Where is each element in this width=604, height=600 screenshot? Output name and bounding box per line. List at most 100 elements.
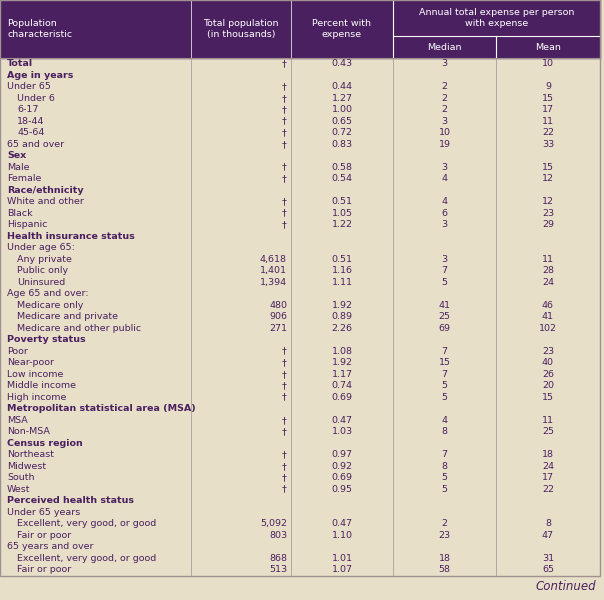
Bar <box>0 553 600 564</box>
Text: 0.72: 0.72 <box>332 128 353 137</box>
Text: †: † <box>282 473 287 482</box>
Text: 8: 8 <box>545 519 551 528</box>
Text: Uninsured: Uninsured <box>17 278 65 287</box>
Bar <box>0 426 600 437</box>
Text: 26: 26 <box>542 370 554 379</box>
Text: 0.69: 0.69 <box>332 473 353 482</box>
Text: 1.22: 1.22 <box>332 220 353 229</box>
Text: 25: 25 <box>439 312 451 321</box>
Text: †: † <box>282 128 287 137</box>
Bar <box>0 58 600 70</box>
Bar <box>0 541 600 553</box>
Text: Census region: Census region <box>7 439 83 448</box>
Bar <box>0 104 600 115</box>
Text: †: † <box>282 163 287 172</box>
Text: 3: 3 <box>442 255 448 264</box>
Text: 5: 5 <box>442 473 448 482</box>
Text: Median: Median <box>427 43 461 52</box>
Text: Percent with
expense: Percent with expense <box>312 19 371 38</box>
Text: †: † <box>282 450 287 459</box>
Text: 1.03: 1.03 <box>332 427 353 436</box>
Text: Any private: Any private <box>17 255 72 264</box>
Bar <box>0 368 600 380</box>
Text: 24: 24 <box>542 278 554 287</box>
Text: 2: 2 <box>442 105 448 114</box>
Bar <box>0 161 600 173</box>
Text: 11: 11 <box>542 255 554 264</box>
Text: 2: 2 <box>442 519 448 528</box>
Text: 18-44: 18-44 <box>17 117 44 126</box>
Text: 0.43: 0.43 <box>332 59 353 68</box>
Text: 31: 31 <box>542 554 554 563</box>
Text: 0.44: 0.44 <box>332 82 353 91</box>
Text: 25: 25 <box>542 427 554 436</box>
Text: †: † <box>282 393 287 402</box>
Text: Hispanic: Hispanic <box>7 220 47 229</box>
Text: 6-17: 6-17 <box>17 105 39 114</box>
Text: 0.47: 0.47 <box>332 519 353 528</box>
Text: 1.92: 1.92 <box>332 358 353 367</box>
Text: Mean: Mean <box>535 43 561 52</box>
Text: Excellent, very good, or good: Excellent, very good, or good <box>17 519 156 528</box>
Text: 1.11: 1.11 <box>332 278 353 287</box>
Text: 1.00: 1.00 <box>332 105 353 114</box>
Text: Male: Male <box>7 163 30 172</box>
Text: †: † <box>282 381 287 390</box>
Text: Total population
(in thousands): Total population (in thousands) <box>204 19 279 38</box>
Text: 22: 22 <box>542 128 554 137</box>
Text: †: † <box>282 174 287 183</box>
Text: †: † <box>282 462 287 471</box>
Text: 1.92: 1.92 <box>332 301 353 310</box>
Text: Medicare and private: Medicare and private <box>17 312 118 321</box>
Text: 3: 3 <box>442 220 448 229</box>
Text: 69: 69 <box>439 324 451 333</box>
Text: 23: 23 <box>542 347 554 356</box>
Bar <box>0 403 600 415</box>
Text: 15: 15 <box>542 393 554 402</box>
Bar <box>0 288 600 299</box>
Text: 12: 12 <box>542 197 554 206</box>
Text: West: West <box>7 485 30 494</box>
Text: Total: Total <box>7 59 33 68</box>
Text: 0.89: 0.89 <box>332 312 353 321</box>
Text: 480: 480 <box>269 301 287 310</box>
Text: 4,618: 4,618 <box>260 255 287 264</box>
Text: 0.83: 0.83 <box>332 140 353 149</box>
Text: 1.08: 1.08 <box>332 347 353 356</box>
Text: 3: 3 <box>442 59 448 68</box>
Bar <box>0 253 600 265</box>
Text: Annual total expense per person
with expense: Annual total expense per person with exp… <box>419 8 574 28</box>
Bar <box>0 334 600 346</box>
Text: 18: 18 <box>439 554 451 563</box>
Text: Northeast: Northeast <box>7 450 54 459</box>
Bar <box>0 380 600 391</box>
Text: †: † <box>282 370 287 379</box>
Text: 868: 868 <box>269 554 287 563</box>
Text: Age 65 and over:: Age 65 and over: <box>7 289 89 298</box>
Text: 29: 29 <box>542 220 554 229</box>
Text: 7: 7 <box>442 266 448 275</box>
Text: 17: 17 <box>542 105 554 114</box>
Bar <box>0 70 600 81</box>
Text: 1.27: 1.27 <box>332 94 353 103</box>
Text: Near-poor: Near-poor <box>7 358 54 367</box>
Bar <box>0 173 600 185</box>
Text: 1,401: 1,401 <box>260 266 287 275</box>
Bar <box>0 495 600 506</box>
Text: 2.26: 2.26 <box>332 324 353 333</box>
Text: †: † <box>282 358 287 367</box>
Text: 4: 4 <box>442 416 448 425</box>
Text: 2: 2 <box>442 94 448 103</box>
Text: Fair or poor: Fair or poor <box>17 565 71 574</box>
Text: †: † <box>282 94 287 103</box>
Text: 8: 8 <box>442 462 448 471</box>
Bar <box>0 311 600 323</box>
Text: 12: 12 <box>542 174 554 183</box>
Text: 24: 24 <box>542 462 554 471</box>
Text: 4: 4 <box>442 174 448 183</box>
Text: †: † <box>282 416 287 425</box>
Bar <box>0 196 600 208</box>
Text: †: † <box>282 117 287 126</box>
Text: Under 6: Under 6 <box>17 94 55 103</box>
Bar <box>0 208 600 219</box>
